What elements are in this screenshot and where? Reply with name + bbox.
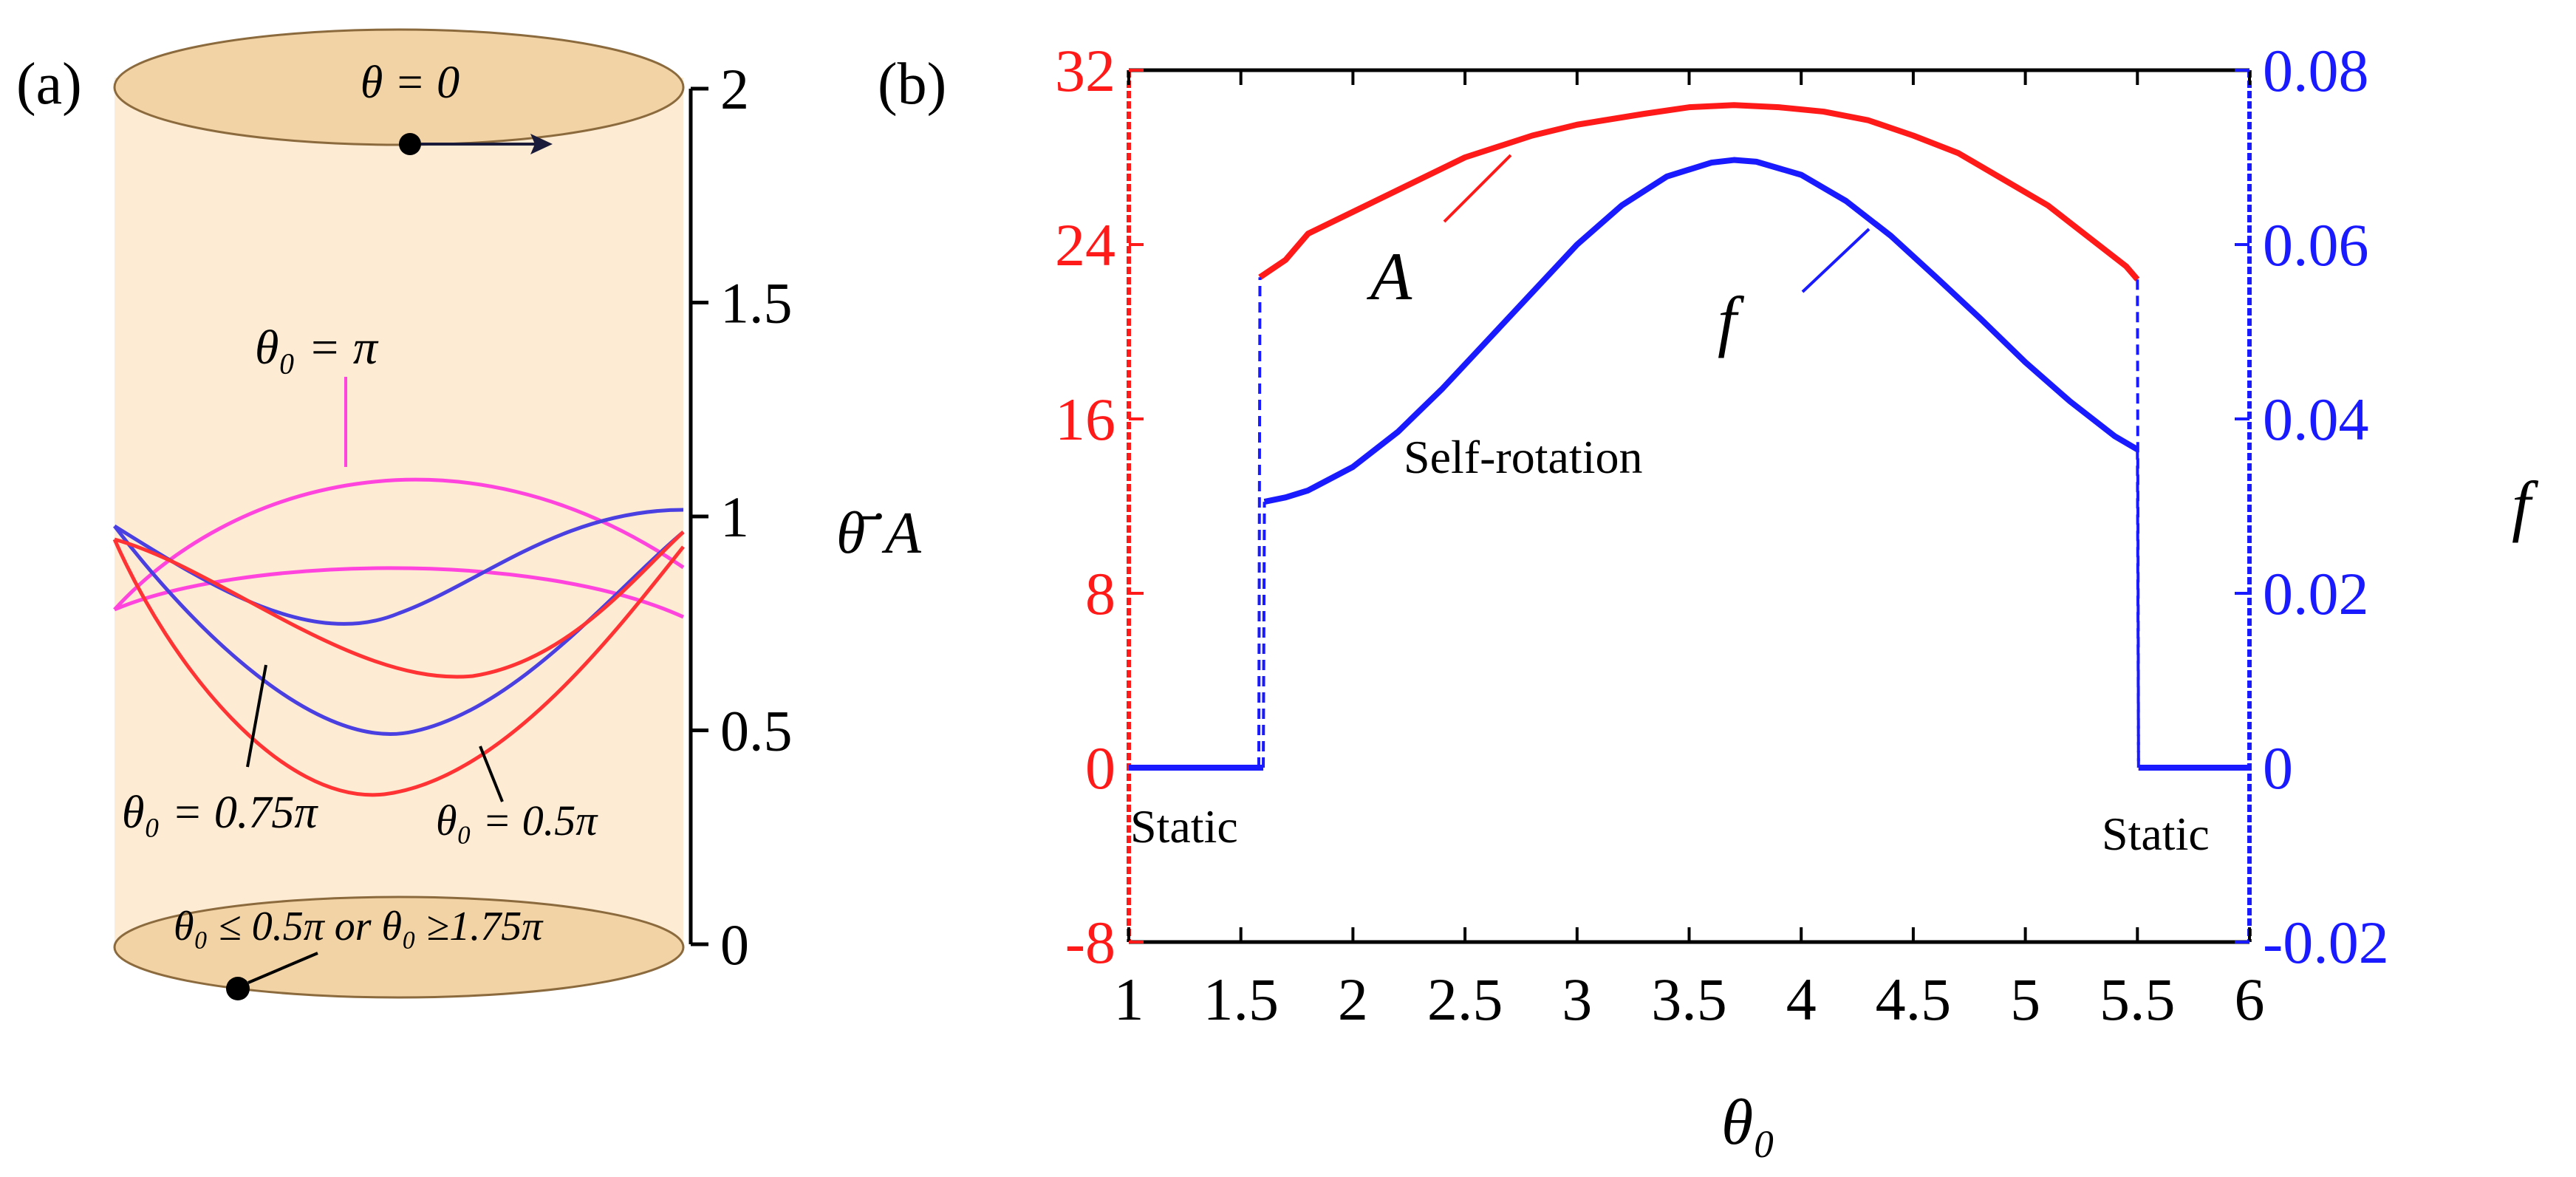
x-tick-label: 5.5 <box>2100 966 2176 1033</box>
x-tick-label: 1.5 <box>1203 966 1279 1033</box>
panel-a-tick-label: 2 <box>720 57 749 121</box>
panel-b-axes: 1 1.5 2 2.5 3 3.5 4 4.5 5 5.5 6 32 24 16 8 0 -8 0.08 0.06 0… <box>1055 37 2389 1033</box>
cylinder-bottom-cap <box>113 895 685 999</box>
x-tick-label: 4.5 <box>1876 966 1952 1033</box>
axis-title-theta: θ̄̇ <box>836 501 882 566</box>
bottom-cap-leader <box>247 952 318 984</box>
static-left-label: Static <box>1130 800 1238 853</box>
series-f-jump <box>1262 449 2140 768</box>
right-tick-label: 0.04 <box>2263 386 2369 453</box>
right-tick-label: -0.02 <box>2263 909 2389 976</box>
right-axis-label: f <box>2512 468 2539 543</box>
curve-red-lower <box>112 538 685 797</box>
x-tick-label: 4 <box>1786 966 1817 1033</box>
bottom-cap-label: θ₀ ≤ 0.5π or θ₀ ≥1.75π <box>174 904 544 949</box>
x-tick-label: 6 <box>2235 966 2265 1033</box>
right-tick-label: 0.06 <box>2263 211 2369 279</box>
curve-leader-05 <box>479 746 504 802</box>
left-tick-label: 0 <box>1085 734 1116 802</box>
label-f: f <box>1718 283 1745 358</box>
leader-f <box>1801 228 1870 293</box>
label-A: A <box>1366 239 1412 314</box>
panel-b-series <box>1129 102 2249 771</box>
x-tick-label: 2.5 <box>1427 966 1503 1033</box>
curve-label-pi: θ₀ = π <box>255 321 379 375</box>
right-tick-label: 0.02 <box>2263 560 2369 627</box>
x-tick-label: 1 <box>1114 966 1144 1033</box>
x-tick-label: 2 <box>1338 966 1368 1033</box>
right-tick-label: 0.08 <box>2263 37 2369 104</box>
left-tick-label: 16 <box>1055 386 1116 453</box>
x-tick-label: 3 <box>1562 966 1592 1033</box>
curve-red-upper <box>114 530 685 679</box>
bottom-cap-point <box>226 977 250 1000</box>
top-cap-label: θ = 0 <box>361 58 459 108</box>
x-tick-label: 3.5 <box>1651 966 1727 1033</box>
left-tick-label: 8 <box>1085 560 1116 627</box>
series-A-jump <box>1257 277 2140 768</box>
leader-A <box>1443 154 1512 223</box>
panel-a-tick-label: 1.5 <box>720 271 793 335</box>
region-label: Self-rotation <box>1404 431 1642 483</box>
series-f-line <box>1129 157 2249 771</box>
top-cap-arrowhead <box>530 134 553 154</box>
curve-label-075: θ₀ = 0.75π <box>122 788 318 838</box>
curve-pi-lower <box>114 566 685 619</box>
panel-a-tick-label: 1 <box>720 485 749 549</box>
panel-a-axis: 2 1.5 1 0.5 0 <box>689 57 793 977</box>
top-cap-point <box>399 133 421 155</box>
curve-leader-075 <box>246 664 267 768</box>
panel-a: (a) θ = 0 θ₀ = π θ₀ = 0.75π θ₀ = 0.5π θ₀… <box>16 28 922 1000</box>
series-A-line <box>1129 102 2249 771</box>
left-tick-label: 24 <box>1055 211 1116 279</box>
panel-a-label: (a) <box>16 52 82 117</box>
x-axis-label: θ₀ <box>1721 1087 1776 1159</box>
panel-b-label: (b) <box>878 52 946 117</box>
left-tick-label: -8 <box>1065 909 1116 976</box>
right-tick-label: 0 <box>2263 734 2293 802</box>
axis-title-A: A <box>881 501 922 566</box>
panel-b: (b) 1 1.5 2 2.5 3 3.5 4 4.5 5 5.5 6 32 24 16 8 0 -8 0.08 0… <box>878 37 2539 1159</box>
static-right-label: Static <box>2102 808 2210 860</box>
panel-a-tick-label: 0.5 <box>720 699 793 763</box>
panel-a-tick-label: 0 <box>720 912 749 977</box>
curve-label-05: θ₀ = 0.5π <box>436 796 598 845</box>
curve-blue-upper <box>113 508 684 626</box>
left-tick-label: 32 <box>1055 37 1116 104</box>
cylinder-top-cap <box>113 28 685 146</box>
cylinder-body <box>115 78 683 946</box>
x-tick-label: 5 <box>2010 966 2040 1033</box>
